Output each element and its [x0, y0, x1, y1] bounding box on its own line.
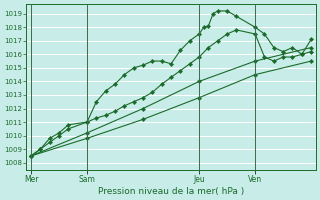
X-axis label: Pression niveau de la mer( hPa ): Pression niveau de la mer( hPa ): [98, 187, 244, 196]
